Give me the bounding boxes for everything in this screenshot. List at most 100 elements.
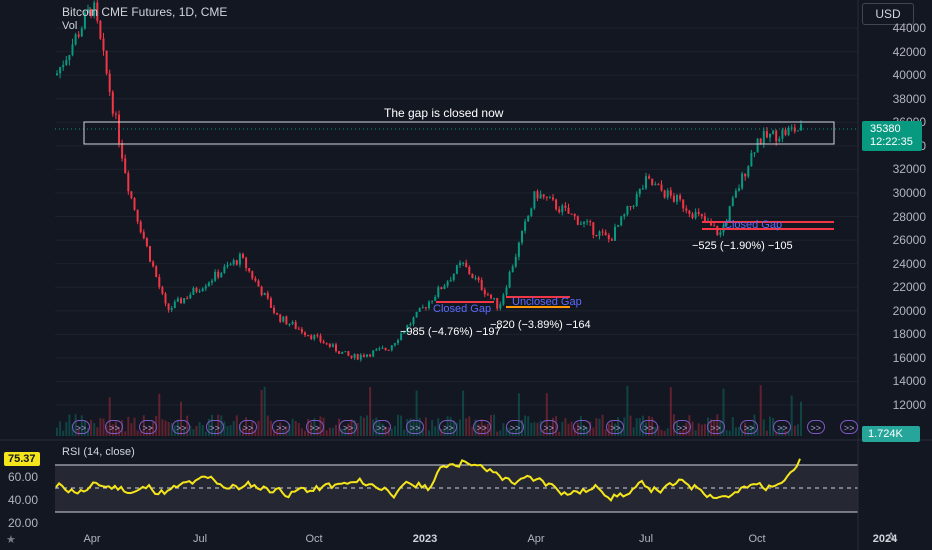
replay-icon[interactable]: >> xyxy=(305,420,324,434)
candle-body xyxy=(533,191,536,209)
replay-icon[interactable]: >> xyxy=(472,420,491,434)
candle-body xyxy=(266,293,269,299)
replay-icon[interactable]: >> xyxy=(172,420,191,434)
candle-body xyxy=(310,335,313,340)
volume-bar xyxy=(362,417,365,436)
auto-scale-button[interactable]: A xyxy=(887,530,896,544)
candle-body xyxy=(276,312,279,315)
candle-body xyxy=(555,199,558,210)
candle-body xyxy=(304,332,306,336)
candle-body xyxy=(319,335,322,342)
volume-bar xyxy=(604,429,607,436)
replay-icon[interactable]: >> xyxy=(773,420,792,434)
replay-icon[interactable]: >> xyxy=(740,420,758,434)
volume-bar xyxy=(536,422,539,436)
volume-bar xyxy=(762,419,765,436)
volume-bar xyxy=(775,431,778,436)
replay-icon[interactable]: >> xyxy=(673,420,692,434)
volume-bar xyxy=(226,425,229,436)
volume-bar xyxy=(592,427,595,436)
replay-icon[interactable]: >> xyxy=(239,420,257,434)
volume-bar xyxy=(400,415,403,436)
replay-icon[interactable]: >> xyxy=(205,420,224,434)
candle-body xyxy=(390,345,393,351)
candle-body xyxy=(511,266,514,273)
candle-body xyxy=(263,293,266,296)
candle-body xyxy=(694,212,697,218)
volume-bar xyxy=(660,430,663,436)
candle-body xyxy=(679,195,682,200)
candle-body xyxy=(99,20,102,39)
candle-body xyxy=(335,344,337,352)
volume-bar xyxy=(136,430,139,436)
replay-icon[interactable]: >> xyxy=(339,420,358,434)
candle-body xyxy=(548,197,551,199)
volume-bar xyxy=(669,387,672,436)
candle-body xyxy=(474,277,477,279)
replay-icon[interactable]: >> xyxy=(439,420,458,434)
replay-icon[interactable]: >> xyxy=(539,420,558,434)
candle-body xyxy=(152,261,155,267)
replay-icon[interactable]: >> xyxy=(573,420,591,434)
replay-icon[interactable]: >> xyxy=(372,420,391,434)
price-tick-label: 42000 xyxy=(892,44,926,59)
replay-icon[interactable]: >> xyxy=(606,420,625,434)
volume-bar xyxy=(601,414,604,436)
gap-box[interactable] xyxy=(83,121,835,145)
candle-body xyxy=(217,271,220,278)
replay-icon[interactable]: >> xyxy=(272,420,291,434)
candle-body xyxy=(133,198,136,210)
replay-icon[interactable]: >> xyxy=(406,420,424,434)
volume-bar xyxy=(300,428,303,436)
candle-body xyxy=(676,195,678,202)
volume-bar xyxy=(263,386,266,436)
volume-bar xyxy=(201,424,204,436)
volume-bar xyxy=(632,427,635,436)
replay-icon[interactable]: >> xyxy=(138,420,157,434)
currency-button[interactable]: USD xyxy=(862,3,914,25)
replay-icon[interactable]: >> xyxy=(105,420,124,434)
candle-body xyxy=(121,143,124,159)
candle-body xyxy=(269,298,272,308)
volume-bar xyxy=(338,418,341,436)
candle-body xyxy=(654,184,657,186)
candle-body xyxy=(635,194,638,206)
candle-body xyxy=(68,55,71,60)
candle-body xyxy=(167,303,170,310)
candle-body xyxy=(338,351,341,354)
candle-body xyxy=(620,216,623,226)
volume-bar xyxy=(127,416,130,436)
candle-body xyxy=(366,354,368,357)
volume-bar xyxy=(437,418,440,436)
replay-icon[interactable]: >> xyxy=(506,420,525,434)
candle-body xyxy=(173,301,176,309)
candle-body xyxy=(328,343,331,347)
replay-icon[interactable]: >> xyxy=(806,420,825,434)
candle-body xyxy=(629,206,632,208)
volume-bar xyxy=(462,390,465,436)
candle-body xyxy=(762,131,765,144)
volume-bar xyxy=(530,422,533,436)
candle-body xyxy=(747,166,750,177)
rsi-tick-label: 40.00 xyxy=(8,493,39,507)
candle-body xyxy=(725,221,728,226)
candle-body xyxy=(595,234,598,237)
rsi-value-tag: 75.37 xyxy=(4,452,40,466)
replay-icon[interactable]: >> xyxy=(639,420,658,434)
replay-icon[interactable]: >> xyxy=(840,420,859,434)
candle-body xyxy=(71,44,74,56)
candle-body xyxy=(710,221,713,226)
replay-icon[interactable]: >> xyxy=(72,420,90,434)
candle-body xyxy=(614,226,616,241)
candle-body xyxy=(731,197,734,207)
candle-body xyxy=(759,138,762,144)
replay-icon[interactable]: >> xyxy=(706,420,725,434)
candle-body xyxy=(586,221,589,223)
candle-body xyxy=(787,127,790,135)
volume-bar xyxy=(266,415,269,436)
candle-body xyxy=(136,209,139,222)
candle-body xyxy=(517,242,520,257)
price-tick-label: 26000 xyxy=(892,233,926,248)
candle-body xyxy=(235,260,238,265)
